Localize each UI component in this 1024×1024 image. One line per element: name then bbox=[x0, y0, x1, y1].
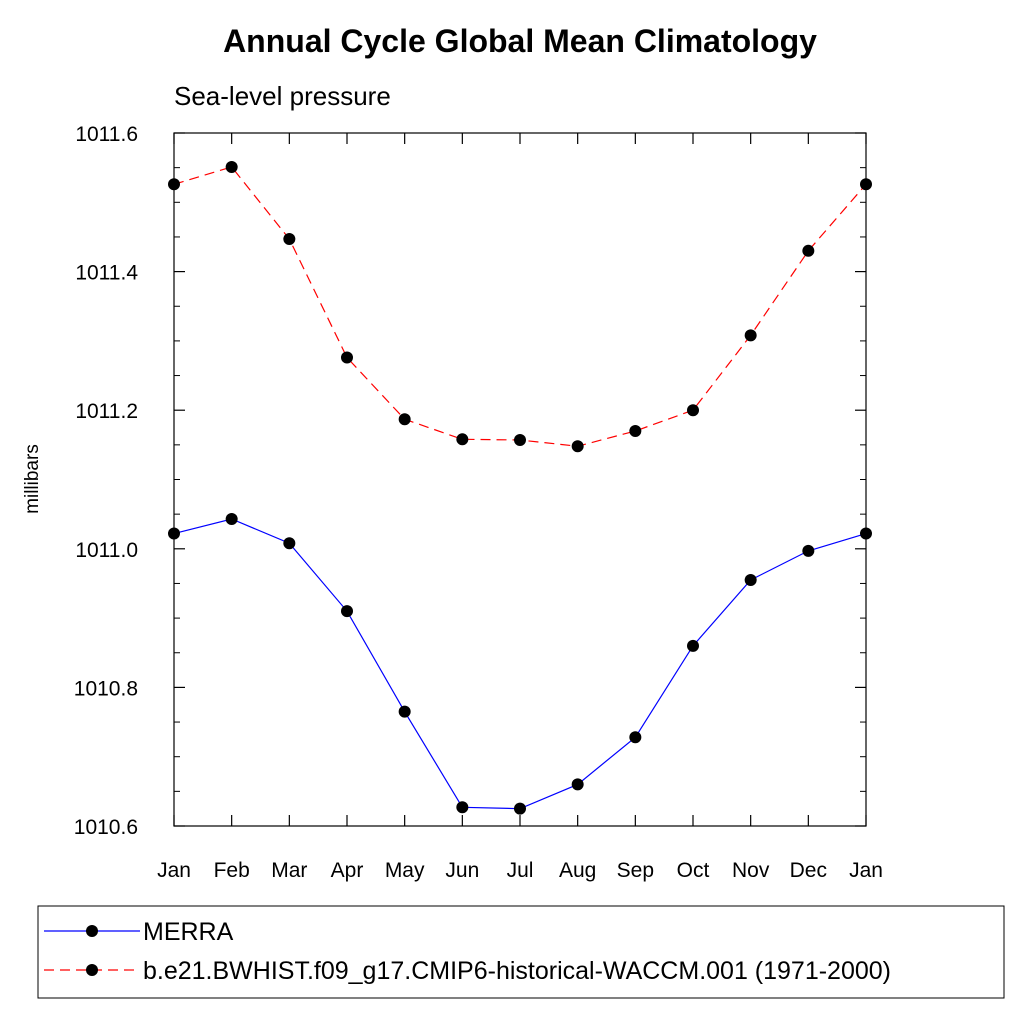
data-point bbox=[225, 513, 238, 526]
x-tick-label: Jan bbox=[849, 859, 883, 882]
legend: MERRA b.e21.BWHIST.f09_g17.CMIP6-historic… bbox=[37, 905, 1005, 999]
data-point bbox=[283, 233, 296, 246]
data-point bbox=[802, 544, 815, 557]
y-tick-label: 1011.4 bbox=[75, 262, 138, 285]
data-point bbox=[456, 433, 469, 446]
series-line bbox=[173, 518, 867, 810]
data-point bbox=[744, 329, 757, 342]
legend-marker bbox=[86, 964, 98, 976]
data-point bbox=[514, 433, 526, 446]
chart-title: Annual Cycle Global Mean Climatology bbox=[223, 23, 817, 59]
x-tick-label: Jun bbox=[445, 859, 479, 882]
data-point bbox=[687, 639, 699, 652]
x-tick-label: Mar bbox=[271, 859, 307, 882]
data-point bbox=[168, 527, 180, 540]
x-tick-label: May bbox=[385, 859, 425, 882]
data-point bbox=[802, 244, 815, 257]
x-tick-label: Feb bbox=[214, 859, 250, 882]
data-point bbox=[860, 178, 872, 191]
legend-entry-label: b.e21.BWHIST.f09_g17.CMIP6-historical-WA… bbox=[143, 957, 891, 985]
data-point bbox=[456, 801, 469, 814]
data-point bbox=[283, 537, 296, 550]
data-point bbox=[629, 424, 642, 437]
data-point bbox=[744, 573, 757, 586]
x-tick-label: Jul bbox=[507, 859, 534, 882]
data-point bbox=[398, 413, 411, 426]
data-point bbox=[225, 160, 238, 173]
legend-marker bbox=[86, 925, 98, 937]
data-point bbox=[860, 527, 872, 540]
chart-subtitle: Sea-level pressure bbox=[174, 81, 391, 111]
x-tick-label: Sep bbox=[617, 859, 654, 882]
x-tick-label: Nov bbox=[732, 859, 770, 882]
legend-entry-label: MERRA bbox=[143, 918, 234, 946]
data-point bbox=[514, 802, 526, 815]
data-point bbox=[398, 705, 411, 718]
data-point bbox=[571, 440, 584, 453]
x-tick-label: Apr bbox=[331, 859, 364, 882]
y-axis-label: millibars bbox=[22, 444, 43, 514]
data-point bbox=[629, 731, 642, 744]
data-point bbox=[341, 351, 353, 364]
y-tick-label: 1010.6 bbox=[74, 816, 138, 839]
data-point bbox=[341, 605, 353, 618]
data-point bbox=[168, 178, 180, 191]
plot-frame bbox=[173, 132, 867, 827]
y-tick-label: 1011.0 bbox=[75, 539, 138, 562]
x-tick-label: Aug bbox=[559, 859, 596, 882]
y-tick-label: 1011.2 bbox=[75, 400, 138, 423]
legend-box bbox=[37, 905, 1005, 999]
series-2 bbox=[168, 160, 872, 453]
data-point bbox=[571, 778, 584, 791]
series-line bbox=[173, 166, 867, 447]
x-tick-label: Oct bbox=[677, 859, 710, 882]
y-tick-label: 1011.6 bbox=[75, 123, 138, 146]
data-point bbox=[687, 404, 699, 417]
plot-area: 1010.6 1010.8 1011.0 1011.2 1011.4 1011.6 Jan F… bbox=[74, 123, 883, 882]
x-tick-label: Jan bbox=[157, 859, 191, 882]
y-tick-label: 1010.8 bbox=[74, 677, 138, 700]
series-1 bbox=[168, 513, 872, 815]
x-tick-label: Dec bbox=[790, 859, 827, 882]
